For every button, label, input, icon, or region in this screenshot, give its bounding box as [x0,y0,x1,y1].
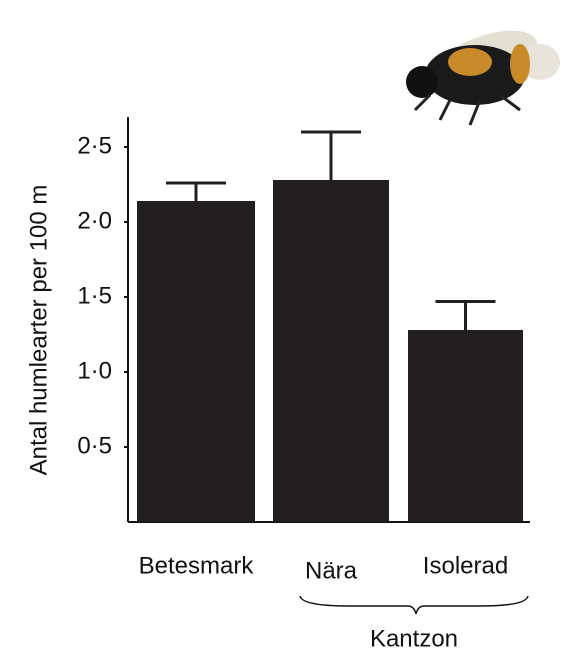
y-axis-label: Antal humlearter per 100 m [25,185,52,476]
group-label: Kantzon [370,625,458,652]
x-tick-label: Isolerad [423,552,508,579]
group-brace [300,596,528,614]
y-tick-label: 1·0 [77,357,112,384]
x-tick-label: Nära [305,557,358,584]
bar [408,330,523,522]
chart: Antal humlearter per 100 m Kantzon 0·5 1·… [0,0,569,658]
y-tick-label: 0·5 [77,432,112,459]
y-tick-label: 1·5 [77,282,112,309]
bee-illustration [406,19,560,125]
bar [273,180,389,522]
bar [137,201,255,522]
y-tick-label: 2·5 [77,132,112,159]
x-tick-label: Betesmark [139,552,255,579]
y-tick-label: 2·0 [77,207,112,234]
